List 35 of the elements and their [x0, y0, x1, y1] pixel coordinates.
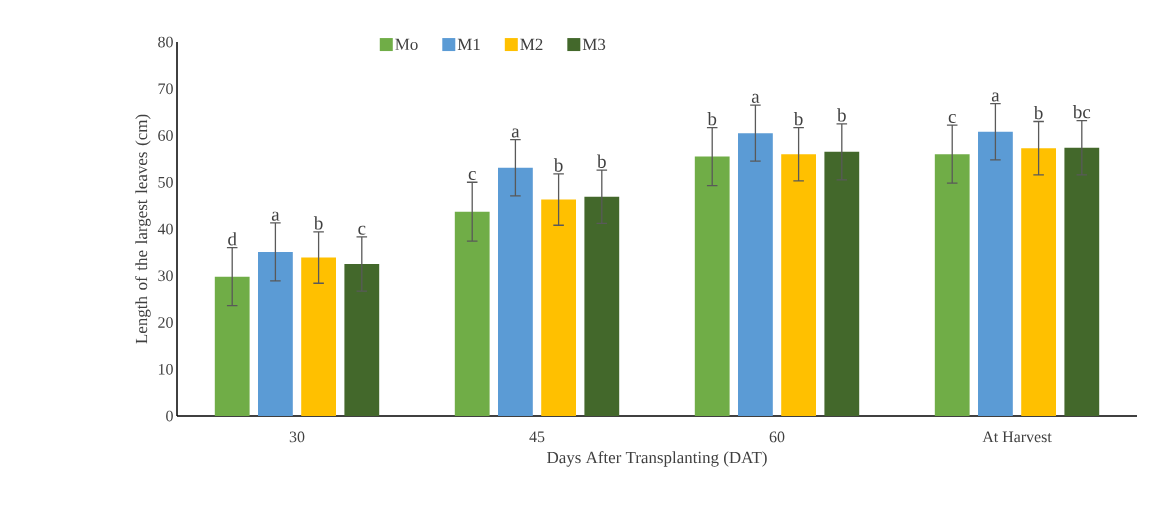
y-axis-title: Length of the largest leaves (cm) [135, 114, 151, 344]
data-label: a [991, 92, 1000, 102]
legend-label: Mo [395, 38, 418, 51]
x-tick-label: 30 [289, 431, 305, 443]
data-label: a [271, 211, 280, 221]
data-label: b [313, 216, 323, 230]
legend-label: M2 [520, 38, 543, 50]
y-tick-label: 50 [158, 176, 173, 188]
x-axis-title: Days After Transplanting (DAT) [547, 451, 767, 467]
x-tick-label: 60 [769, 431, 785, 443]
data-label: bc [1072, 105, 1091, 119]
legend-label: M1 [457, 38, 480, 50]
x-tick-label: At Harvest [982, 431, 1052, 443]
legend-label: M3 [582, 38, 606, 51]
data-label: b [793, 112, 803, 126]
data-label: b [597, 154, 606, 168]
x-tick-label: 45 [529, 431, 545, 443]
y-tick-label: 60 [158, 130, 173, 141]
y-tick-label: 0 [166, 410, 173, 422]
y-tick-label: 20 [158, 317, 173, 328]
y-tick-label: 30 [158, 270, 173, 282]
y-tick-label: 80 [158, 36, 173, 48]
data-label: b [707, 112, 717, 126]
data-label: d [228, 232, 237, 246]
data-label: c [468, 170, 476, 181]
y-tick-label: 40 [157, 223, 173, 235]
y-tick-label: 70 [158, 83, 173, 95]
data-label: b [837, 108, 846, 122]
data-label: b [1033, 105, 1043, 120]
data-label: a [751, 93, 760, 103]
data-label: a [511, 128, 520, 138]
data-label: c [948, 113, 956, 124]
data-label: c [358, 225, 366, 235]
y-tick-label: 10 [158, 363, 173, 375]
data-label: b [553, 158, 563, 172]
